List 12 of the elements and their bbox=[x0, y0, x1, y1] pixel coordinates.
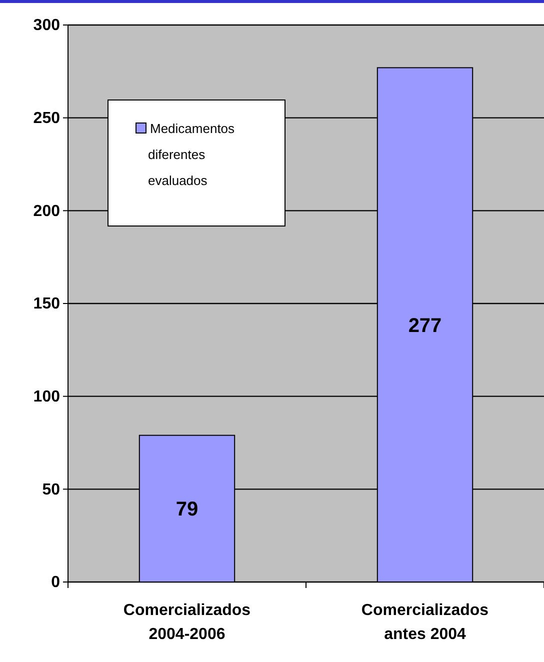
x-tick-label: Comercializados 2004-2006 bbox=[123, 602, 251, 643]
y-tick-label: 250 bbox=[33, 110, 60, 127]
y-tick-label: 200 bbox=[33, 202, 60, 220]
legend-label: Medicamentos diferentes evaluados bbox=[148, 121, 236, 188]
data-label: 277 bbox=[408, 314, 442, 337]
y-tick-label: 300 bbox=[33, 17, 60, 34]
y-tick-label: 0 bbox=[51, 574, 60, 592]
x-tick-label: Comercializados antes 2004 bbox=[361, 602, 489, 643]
y-tick-label: 150 bbox=[33, 296, 60, 313]
data-label: 79 bbox=[176, 498, 198, 521]
y-tick-label: 50 bbox=[42, 481, 60, 498]
y-tick-label: 100 bbox=[33, 388, 60, 406]
